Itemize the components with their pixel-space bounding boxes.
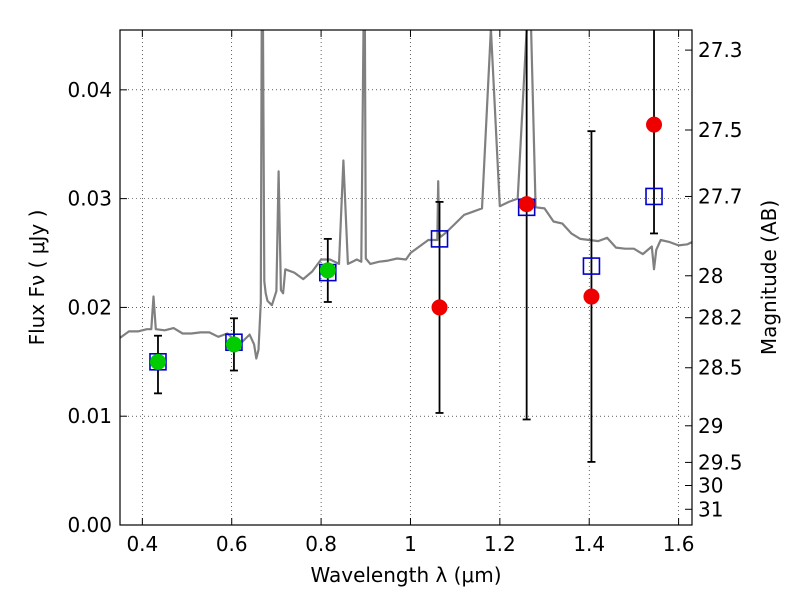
x-tick-label: 1.4 [573,532,605,556]
x-tick-label: 1.6 [663,532,695,556]
mag-tick-label: 27.5 [698,118,743,142]
low-sn-point [583,288,600,305]
mag-tick-label: 28.2 [698,306,743,330]
x-tick-label: 0.8 [305,532,337,556]
x-tick-label: 1.2 [484,532,516,556]
grid-lines [120,30,692,525]
plot-frame [119,29,693,526]
x-tick-label: 1 [404,532,417,556]
y-tick-label: 0.04 [67,78,112,102]
y-axis-label-right: Magnitude (AB) [757,200,781,355]
mag-tick-label: 28.5 [698,356,743,380]
mag-tick-label: 29.5 [698,450,743,474]
tick-labels: 0.4 0.6 0.8 1 1.2 1.4 1.6 0.00 0.01 0.02 0.03 0.04 2… [67,38,742,556]
detection-point [225,336,242,353]
y-tick-label: 0.00 [67,513,112,537]
y-axis-label-left: Flux Fν ( μJy ) [25,210,49,346]
low-sn-point [431,299,448,316]
mag-tick-label: 31 [698,497,723,521]
model-band-square [582,257,601,275]
mag-tick-label: 28 [698,264,723,288]
mag-tick-label: 29 [698,414,723,438]
low-sn-point [646,116,663,133]
x-tick-label: 0.4 [126,532,158,556]
x-tick-label: 0.6 [216,532,248,556]
mag-tick-label: 30 [698,474,723,498]
mag-tick-label: 27.3 [698,38,743,62]
y-tick-label: 0.01 [67,404,112,428]
x-axis-label: Wavelength λ (μm) [310,563,501,587]
model-band-square [645,187,663,206]
y-tick-label: 0.03 [67,187,112,211]
low-sn-point [518,196,535,213]
axis-ticks [120,30,692,526]
model-band-square [430,230,449,248]
model-spectrum-line [120,30,692,360]
plot-area [120,30,692,463]
detection-point [149,353,166,370]
detection-point [319,262,336,279]
mag-tick-label: 27.7 [698,184,743,208]
y-tick-label: 0.02 [67,295,112,319]
